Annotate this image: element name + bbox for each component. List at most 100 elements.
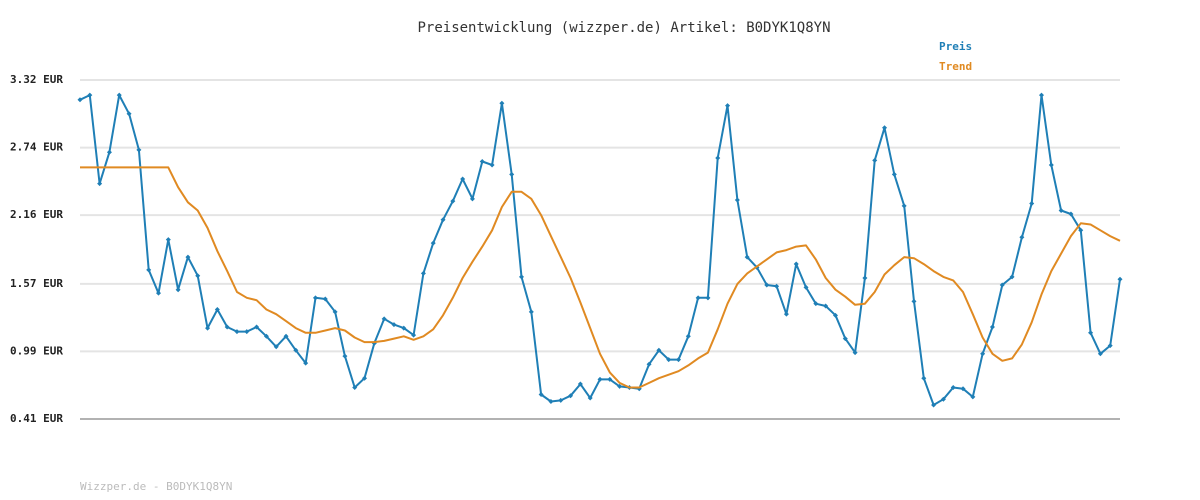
point-marker [450, 198, 456, 204]
point-marker [293, 347, 299, 353]
point-marker [362, 375, 368, 381]
point-marker [813, 301, 819, 307]
point-marker [862, 275, 868, 281]
legend-entry: Preis [939, 40, 972, 53]
point-marker [970, 394, 976, 400]
point-marker [146, 267, 152, 273]
point-marker [950, 385, 956, 391]
point-marker [106, 149, 112, 155]
point-marker [872, 157, 878, 163]
point-marker [1117, 276, 1123, 282]
point-marker [764, 282, 770, 288]
point-marker [744, 254, 750, 260]
y-tick-label: 3.32 EUR [10, 73, 63, 86]
point-marker [224, 324, 230, 330]
point-marker [921, 375, 927, 381]
point-marker [803, 284, 809, 290]
point-marker [87, 92, 93, 98]
point-marker [332, 309, 338, 315]
point-marker [901, 203, 907, 209]
point-marker [1097, 351, 1103, 357]
point-marker [1068, 211, 1074, 217]
point-marker [391, 322, 397, 328]
point-marker [734, 197, 740, 203]
point-marker [715, 155, 721, 161]
point-marker [1039, 92, 1045, 98]
point-marker [352, 385, 358, 391]
point-marker [489, 162, 495, 168]
point-marker [273, 344, 279, 350]
point-marker [234, 329, 240, 335]
point-marker [587, 395, 593, 401]
point-marker [155, 290, 161, 296]
y-tick-label: 1.57 EUR [10, 277, 63, 290]
point-marker [666, 357, 672, 363]
point-marker [519, 274, 525, 280]
point-marker [823, 303, 829, 309]
point-marker [430, 240, 436, 246]
point-marker [558, 397, 564, 403]
point-marker [705, 295, 711, 301]
chart-title: Preisentwicklung (wizzper.de) Artikel: B… [417, 20, 830, 36]
series-line [79, 94, 1121, 406]
y-tick-label: 2.74 EUR [10, 141, 63, 154]
point-marker [989, 324, 995, 330]
point-marker [695, 295, 701, 301]
point-marker [254, 324, 260, 330]
point-marker [538, 392, 544, 398]
series-line [80, 166, 1121, 389]
point-marker [675, 357, 681, 363]
legend-entry: Trend [939, 60, 972, 73]
point-marker [116, 92, 122, 98]
point-marker [882, 125, 888, 131]
point-marker [499, 100, 505, 106]
point-marker [381, 316, 387, 322]
point-marker [479, 159, 485, 165]
y-tick-label: 0.41 EUR [10, 412, 63, 425]
point-marker [469, 196, 475, 202]
point-marker [185, 254, 191, 260]
point-marker [440, 217, 446, 223]
point-marker [205, 325, 211, 331]
point-marker [303, 360, 309, 366]
point-marker [548, 399, 554, 405]
point-marker [960, 386, 966, 392]
point-marker [774, 283, 780, 289]
point-marker [411, 332, 417, 338]
point-marker [1107, 343, 1113, 349]
point-marker [509, 171, 515, 177]
point-marker [568, 393, 574, 399]
point-marker [1088, 330, 1094, 336]
point-marker [842, 336, 848, 342]
point-marker [793, 261, 799, 267]
point-marker [685, 333, 691, 339]
point-marker [931, 402, 937, 408]
point-marker [980, 351, 986, 357]
footer: Wizzper.de - B0DYK1Q8YN [80, 480, 232, 493]
point-marker [136, 147, 142, 153]
point-marker [1048, 162, 1054, 168]
point-marker [1019, 234, 1025, 240]
point-marker [911, 298, 917, 304]
point-marker [891, 171, 897, 177]
y-tick-label: 0.99 EUR [10, 344, 63, 357]
point-marker [852, 350, 858, 356]
point-marker [342, 353, 348, 359]
point-marker [940, 396, 946, 402]
point-marker [646, 361, 652, 367]
point-marker [97, 181, 103, 187]
point-marker [1058, 207, 1064, 213]
point-marker [126, 111, 132, 117]
point-marker [401, 325, 407, 331]
point-marker [460, 176, 466, 182]
point-marker [263, 333, 269, 339]
point-marker [77, 97, 83, 103]
point-marker [656, 347, 662, 353]
point-marker [420, 270, 426, 276]
point-marker [165, 237, 171, 243]
point-marker [783, 311, 789, 317]
point-marker [577, 381, 583, 387]
point-marker [528, 309, 534, 315]
point-marker [725, 103, 731, 109]
point-marker [175, 287, 181, 293]
